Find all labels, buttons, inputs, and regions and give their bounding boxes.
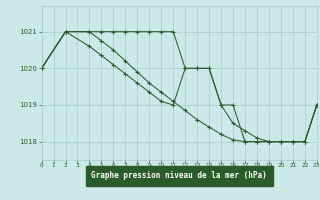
X-axis label: Graphe pression niveau de la mer (hPa): Graphe pression niveau de la mer (hPa) (91, 171, 267, 180)
